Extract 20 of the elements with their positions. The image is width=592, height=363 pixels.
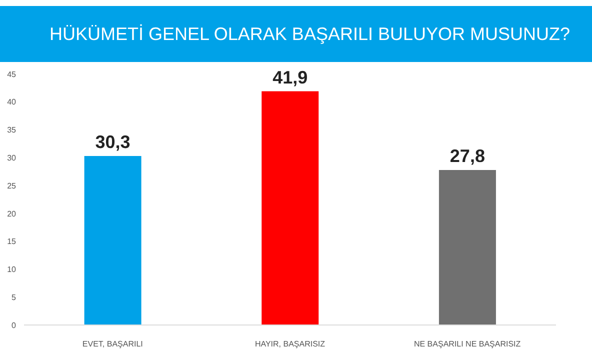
chart-title: HÜKÜMETİ GENEL OLARAK BAŞARILI BULUYOR MUSUNUZ? [0, 6, 592, 62]
x-tick-label: HAYIR, BAŞARISIZ [254, 340, 326, 349]
y-tick-label: 45 [7, 70, 17, 79]
y-tick-label: 20 [7, 209, 17, 218]
y-tick-label: 10 [7, 265, 17, 274]
y-tick-label: 5 [12, 292, 17, 302]
y-tick-label: 40 [7, 98, 17, 107]
bar [84, 156, 142, 325]
y-tick-label: 15 [7, 237, 17, 246]
data-label: 27,8 [450, 146, 485, 166]
x-tick-label: EVET, BAŞARILI [82, 340, 143, 349]
bar [262, 91, 319, 325]
y-tick-label: 30 [7, 154, 17, 163]
y-tick-label: 35 [7, 126, 17, 135]
data-label: 41,9 [272, 67, 308, 88]
x-tick-label: NE BAŞARILI NE BAŞARISIZ [414, 340, 521, 349]
bar [438, 170, 496, 325]
y-tick-label: 0 [12, 320, 17, 330]
data-label: 30,3 [95, 132, 130, 152]
y-tick-label: 25 [7, 181, 17, 190]
